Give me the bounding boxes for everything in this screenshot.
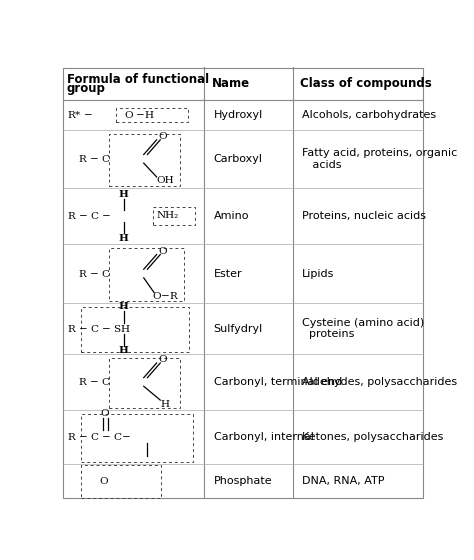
Text: R $-$ C: R $-$ C (78, 153, 110, 164)
Text: R $-$ C $-$: R $-$ C $-$ (66, 211, 110, 221)
Text: H: H (118, 302, 128, 311)
Text: R $-$ C $-$ SH: R $-$ C $-$ SH (66, 323, 130, 334)
Text: Carboxyl: Carboxyl (213, 154, 263, 164)
Text: R $-$ C $-$ C$-$: R $-$ C $-$ C$-$ (66, 431, 130, 442)
Text: Amino: Amino (213, 211, 249, 221)
Text: O$-$R: O$-$R (152, 291, 179, 301)
Text: Formula of functional: Formula of functional (66, 73, 209, 86)
Text: Name: Name (212, 77, 250, 90)
Text: NH₂: NH₂ (156, 212, 179, 221)
Text: Hydroxyl: Hydroxyl (213, 110, 263, 120)
Text: O: O (158, 355, 167, 364)
Text: H: H (160, 400, 169, 409)
Text: R* $-$: R* $-$ (66, 109, 92, 120)
Text: Class of compounds: Class of compounds (300, 77, 432, 90)
Text: R $-$ C: R $-$ C (78, 376, 110, 388)
Text: Phosphate: Phosphate (213, 476, 272, 486)
Text: OH: OH (156, 176, 174, 185)
Bar (81, 465, 161, 497)
Text: Alcohols, carbohydrates: Alcohols, carbohydrates (301, 110, 436, 120)
Bar (81, 414, 192, 462)
Text: Cysteine (amino acid)
  proteins: Cysteine (amino acid) proteins (301, 318, 424, 339)
Bar (116, 108, 188, 122)
Bar (81, 307, 189, 352)
Bar (109, 248, 184, 301)
Text: Proteins, nucleic acids: Proteins, nucleic acids (301, 211, 426, 221)
Text: Ester: Ester (213, 269, 242, 278)
Text: H: H (118, 234, 128, 243)
Text: O: O (158, 246, 167, 255)
Bar (109, 358, 181, 408)
Text: O $-$H: O $-$H (124, 109, 155, 120)
Bar (109, 134, 181, 186)
Bar (153, 207, 195, 225)
Text: Sulfydryl: Sulfydryl (213, 324, 263, 334)
Text: group: group (66, 82, 106, 95)
Text: DNA, RNA, ATP: DNA, RNA, ATP (301, 476, 384, 486)
Text: O: O (99, 477, 108, 486)
Text: H: H (118, 347, 128, 356)
Text: O: O (101, 409, 109, 418)
Text: Fatty acid, proteins, organic
   acids: Fatty acid, proteins, organic acids (301, 148, 457, 170)
Text: Aldehydes, polysaccharides: Aldehydes, polysaccharides (301, 377, 457, 387)
Text: Carbonyl, internal: Carbonyl, internal (213, 432, 313, 442)
Text: O: O (158, 132, 167, 141)
Text: R $-$ C: R $-$ C (78, 268, 110, 279)
Text: Ketones, polysaccharides: Ketones, polysaccharides (301, 432, 443, 442)
Text: H: H (118, 190, 128, 199)
Text: Carbonyl, terminal end: Carbonyl, terminal end (213, 377, 342, 387)
Text: Lipids: Lipids (301, 269, 334, 278)
